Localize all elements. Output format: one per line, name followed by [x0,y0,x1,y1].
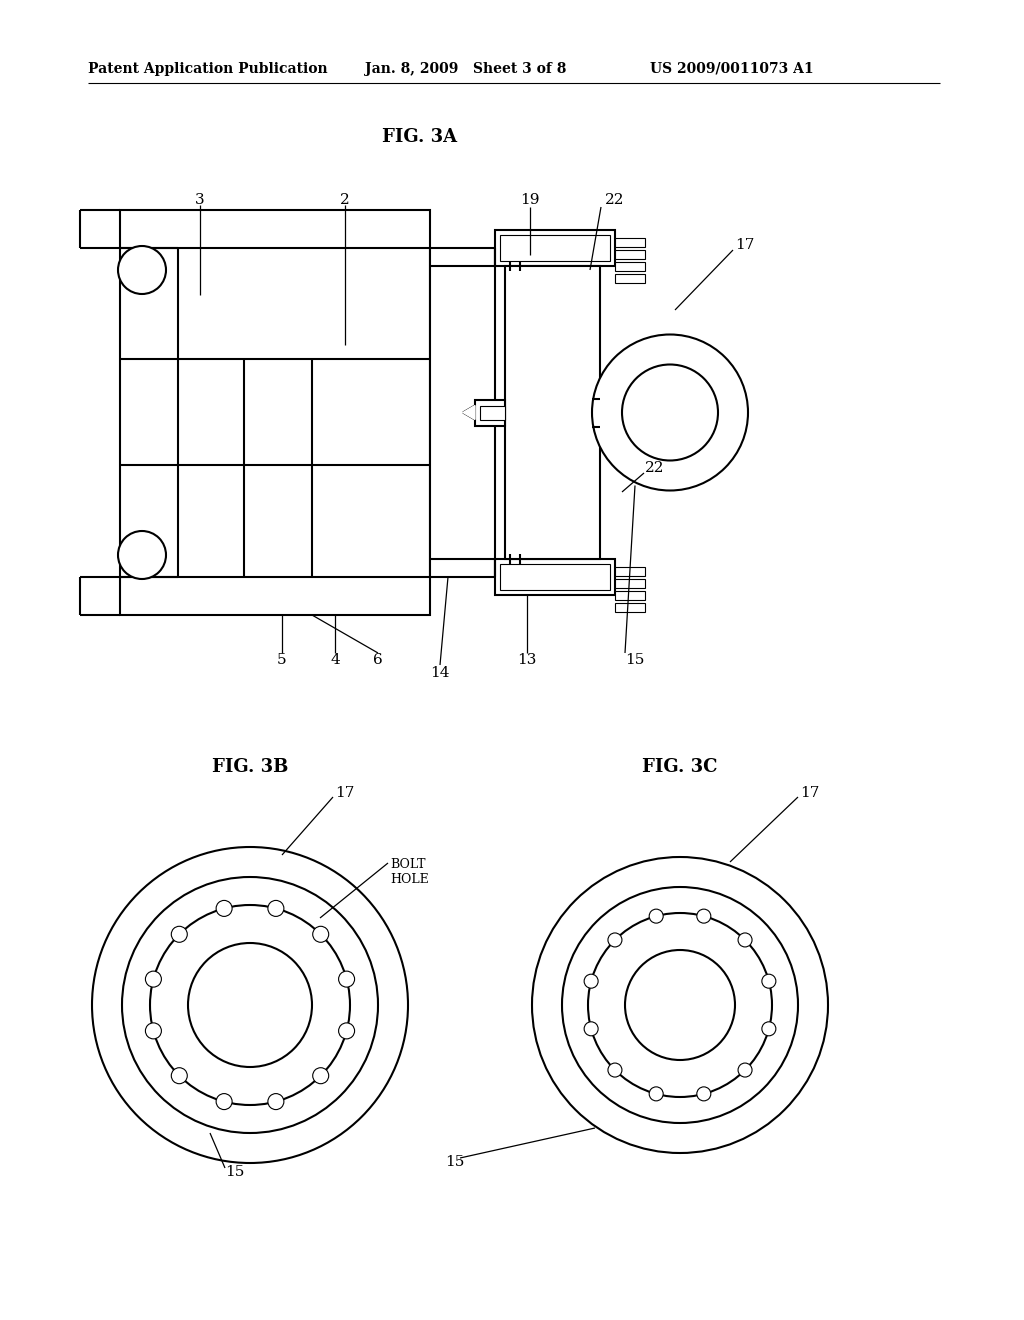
Text: 4: 4 [330,653,340,667]
Circle shape [584,974,598,989]
Circle shape [696,1086,711,1101]
Text: 2: 2 [340,193,350,207]
Text: 15: 15 [626,653,645,667]
Text: 14: 14 [430,667,450,680]
Circle shape [188,942,312,1067]
Text: 22: 22 [605,193,625,207]
Bar [615,249,645,259]
Text: US 2009/0011073 A1: US 2009/0011073 A1 [650,62,814,77]
Circle shape [738,1063,752,1077]
Bar [430,248,495,577]
Text: FIG. 3A: FIG. 3A [382,128,458,147]
Bar [505,267,600,558]
Text: 15: 15 [445,1155,465,1170]
Circle shape [171,1068,187,1084]
Bar [615,603,645,612]
Bar [615,579,645,587]
Text: 17: 17 [335,785,354,800]
Circle shape [532,857,828,1152]
Circle shape [118,246,166,294]
Circle shape [268,900,284,916]
Bar [495,558,615,595]
Circle shape [216,900,232,916]
Circle shape [562,887,798,1123]
Text: 6: 6 [373,653,383,667]
Circle shape [608,933,622,946]
Circle shape [625,950,735,1060]
Circle shape [92,847,408,1163]
Text: FIG. 3B: FIG. 3B [212,758,288,776]
Circle shape [312,1068,329,1084]
Circle shape [339,1023,354,1039]
Circle shape [118,531,166,579]
Bar [615,261,645,271]
Bar [615,275,645,282]
Text: Jan. 8, 2009   Sheet 3 of 8: Jan. 8, 2009 Sheet 3 of 8 [365,62,566,77]
Circle shape [608,1063,622,1077]
Circle shape [268,1093,284,1110]
Bar [500,564,610,590]
Text: 13: 13 [517,653,537,667]
Text: 17: 17 [800,785,819,800]
Text: 5: 5 [278,653,287,667]
Circle shape [339,972,354,987]
Circle shape [171,927,187,942]
Circle shape [592,334,748,491]
Text: 19: 19 [520,193,540,207]
Circle shape [738,933,752,946]
Circle shape [584,1022,598,1036]
Text: BOLT
HOLE: BOLT HOLE [390,858,429,886]
Circle shape [696,909,711,923]
Text: 15: 15 [225,1166,245,1179]
Bar [615,238,645,247]
Bar [615,568,645,576]
Circle shape [762,974,776,989]
Bar [615,591,645,601]
Circle shape [649,909,664,923]
Circle shape [145,1023,162,1039]
Circle shape [312,927,329,942]
Text: FIG. 3C: FIG. 3C [642,758,718,776]
Bar [475,400,505,425]
Circle shape [216,1093,232,1110]
Bar [500,235,610,261]
Polygon shape [463,405,475,420]
Text: 22: 22 [645,461,665,475]
Circle shape [145,972,162,987]
Circle shape [649,1086,664,1101]
Circle shape [122,876,378,1133]
Circle shape [150,906,350,1105]
Text: 17: 17 [735,238,755,252]
Circle shape [588,913,772,1097]
Bar [480,405,505,420]
Circle shape [762,1022,776,1036]
Bar [120,210,430,615]
Circle shape [622,364,718,461]
Text: Patent Application Publication: Patent Application Publication [88,62,328,77]
Text: 3: 3 [196,193,205,207]
Bar [495,230,615,267]
